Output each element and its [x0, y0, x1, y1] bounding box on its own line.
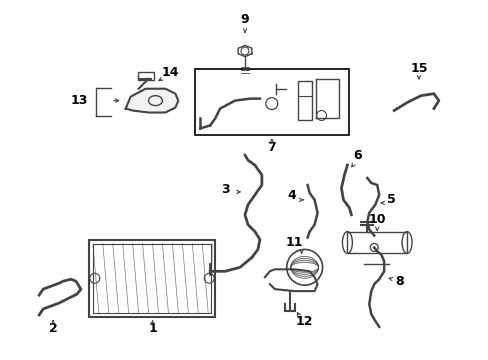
- Text: 12: 12: [295, 315, 313, 328]
- Text: 14: 14: [162, 66, 179, 79]
- Text: 13: 13: [70, 94, 87, 107]
- Text: 6: 6: [352, 149, 361, 162]
- Bar: [137, 72, 153, 80]
- Text: 4: 4: [287, 189, 296, 202]
- Text: 15: 15: [409, 62, 427, 75]
- Text: 10: 10: [368, 213, 385, 226]
- Bar: [195, 69, 349, 135]
- Text: 1: 1: [148, 322, 157, 336]
- Text: 9: 9: [240, 13, 249, 26]
- Text: 8: 8: [394, 275, 403, 288]
- Bar: [89, 239, 215, 317]
- Text: 7: 7: [267, 141, 276, 154]
- Text: 2: 2: [49, 322, 58, 336]
- Text: 3: 3: [221, 184, 229, 197]
- Text: 5: 5: [386, 193, 395, 206]
- Bar: [346, 231, 406, 253]
- Bar: [297, 81, 311, 121]
- Text: 11: 11: [285, 236, 303, 249]
- Bar: [93, 243, 211, 313]
- Polygon shape: [125, 89, 178, 113]
